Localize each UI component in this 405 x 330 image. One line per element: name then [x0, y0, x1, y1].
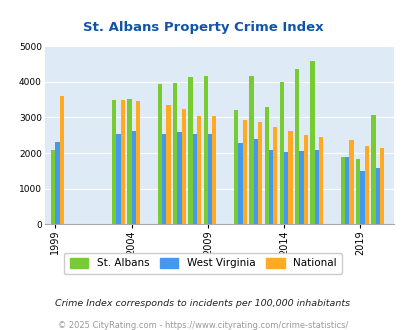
Bar	[288, 131, 292, 224]
Bar	[249, 76, 253, 224]
Bar	[203, 76, 207, 224]
Text: © 2025 CityRating.com - https://www.cityrating.com/crime-statistics/: © 2025 CityRating.com - https://www.city…	[58, 321, 347, 330]
Bar	[60, 96, 64, 224]
Bar	[112, 100, 116, 224]
Bar	[127, 99, 131, 224]
Bar	[131, 131, 136, 224]
Bar	[355, 159, 359, 224]
Bar	[177, 132, 181, 224]
Bar	[370, 115, 375, 224]
Bar	[166, 105, 170, 224]
Bar	[257, 122, 262, 224]
Bar	[120, 100, 125, 224]
Text: Crime Index corresponds to incidents per 100,000 inhabitants: Crime Index corresponds to incidents per…	[55, 299, 350, 308]
Bar	[318, 137, 322, 224]
Bar	[279, 82, 283, 224]
Bar	[364, 146, 368, 224]
Bar	[233, 110, 238, 224]
Bar	[192, 134, 196, 224]
Bar	[294, 69, 298, 224]
Bar	[51, 150, 55, 224]
Bar	[242, 120, 246, 224]
Bar	[273, 127, 277, 224]
Bar	[375, 168, 379, 224]
Legend: St. Albans, West Virginia, National: St. Albans, West Virginia, National	[64, 253, 341, 274]
Bar	[359, 171, 364, 224]
Bar	[253, 139, 257, 224]
Bar	[181, 109, 185, 224]
Bar	[55, 143, 60, 224]
Bar	[303, 135, 307, 224]
Bar	[284, 152, 288, 224]
Bar	[116, 134, 120, 224]
Text: St. Albans Property Crime Index: St. Albans Property Crime Index	[83, 21, 322, 34]
Bar	[196, 116, 200, 224]
Bar	[158, 84, 162, 224]
Bar	[340, 157, 344, 224]
Bar	[348, 140, 353, 224]
Bar	[298, 151, 303, 224]
Bar	[207, 134, 211, 224]
Bar	[314, 149, 318, 224]
Bar	[268, 149, 273, 224]
Bar	[173, 83, 177, 224]
Bar	[136, 101, 140, 224]
Bar	[162, 134, 166, 224]
Bar	[264, 107, 268, 224]
Bar	[188, 77, 192, 224]
Bar	[379, 148, 383, 224]
Bar	[238, 143, 242, 224]
Bar	[309, 61, 314, 224]
Bar	[211, 116, 216, 224]
Bar	[344, 157, 348, 224]
